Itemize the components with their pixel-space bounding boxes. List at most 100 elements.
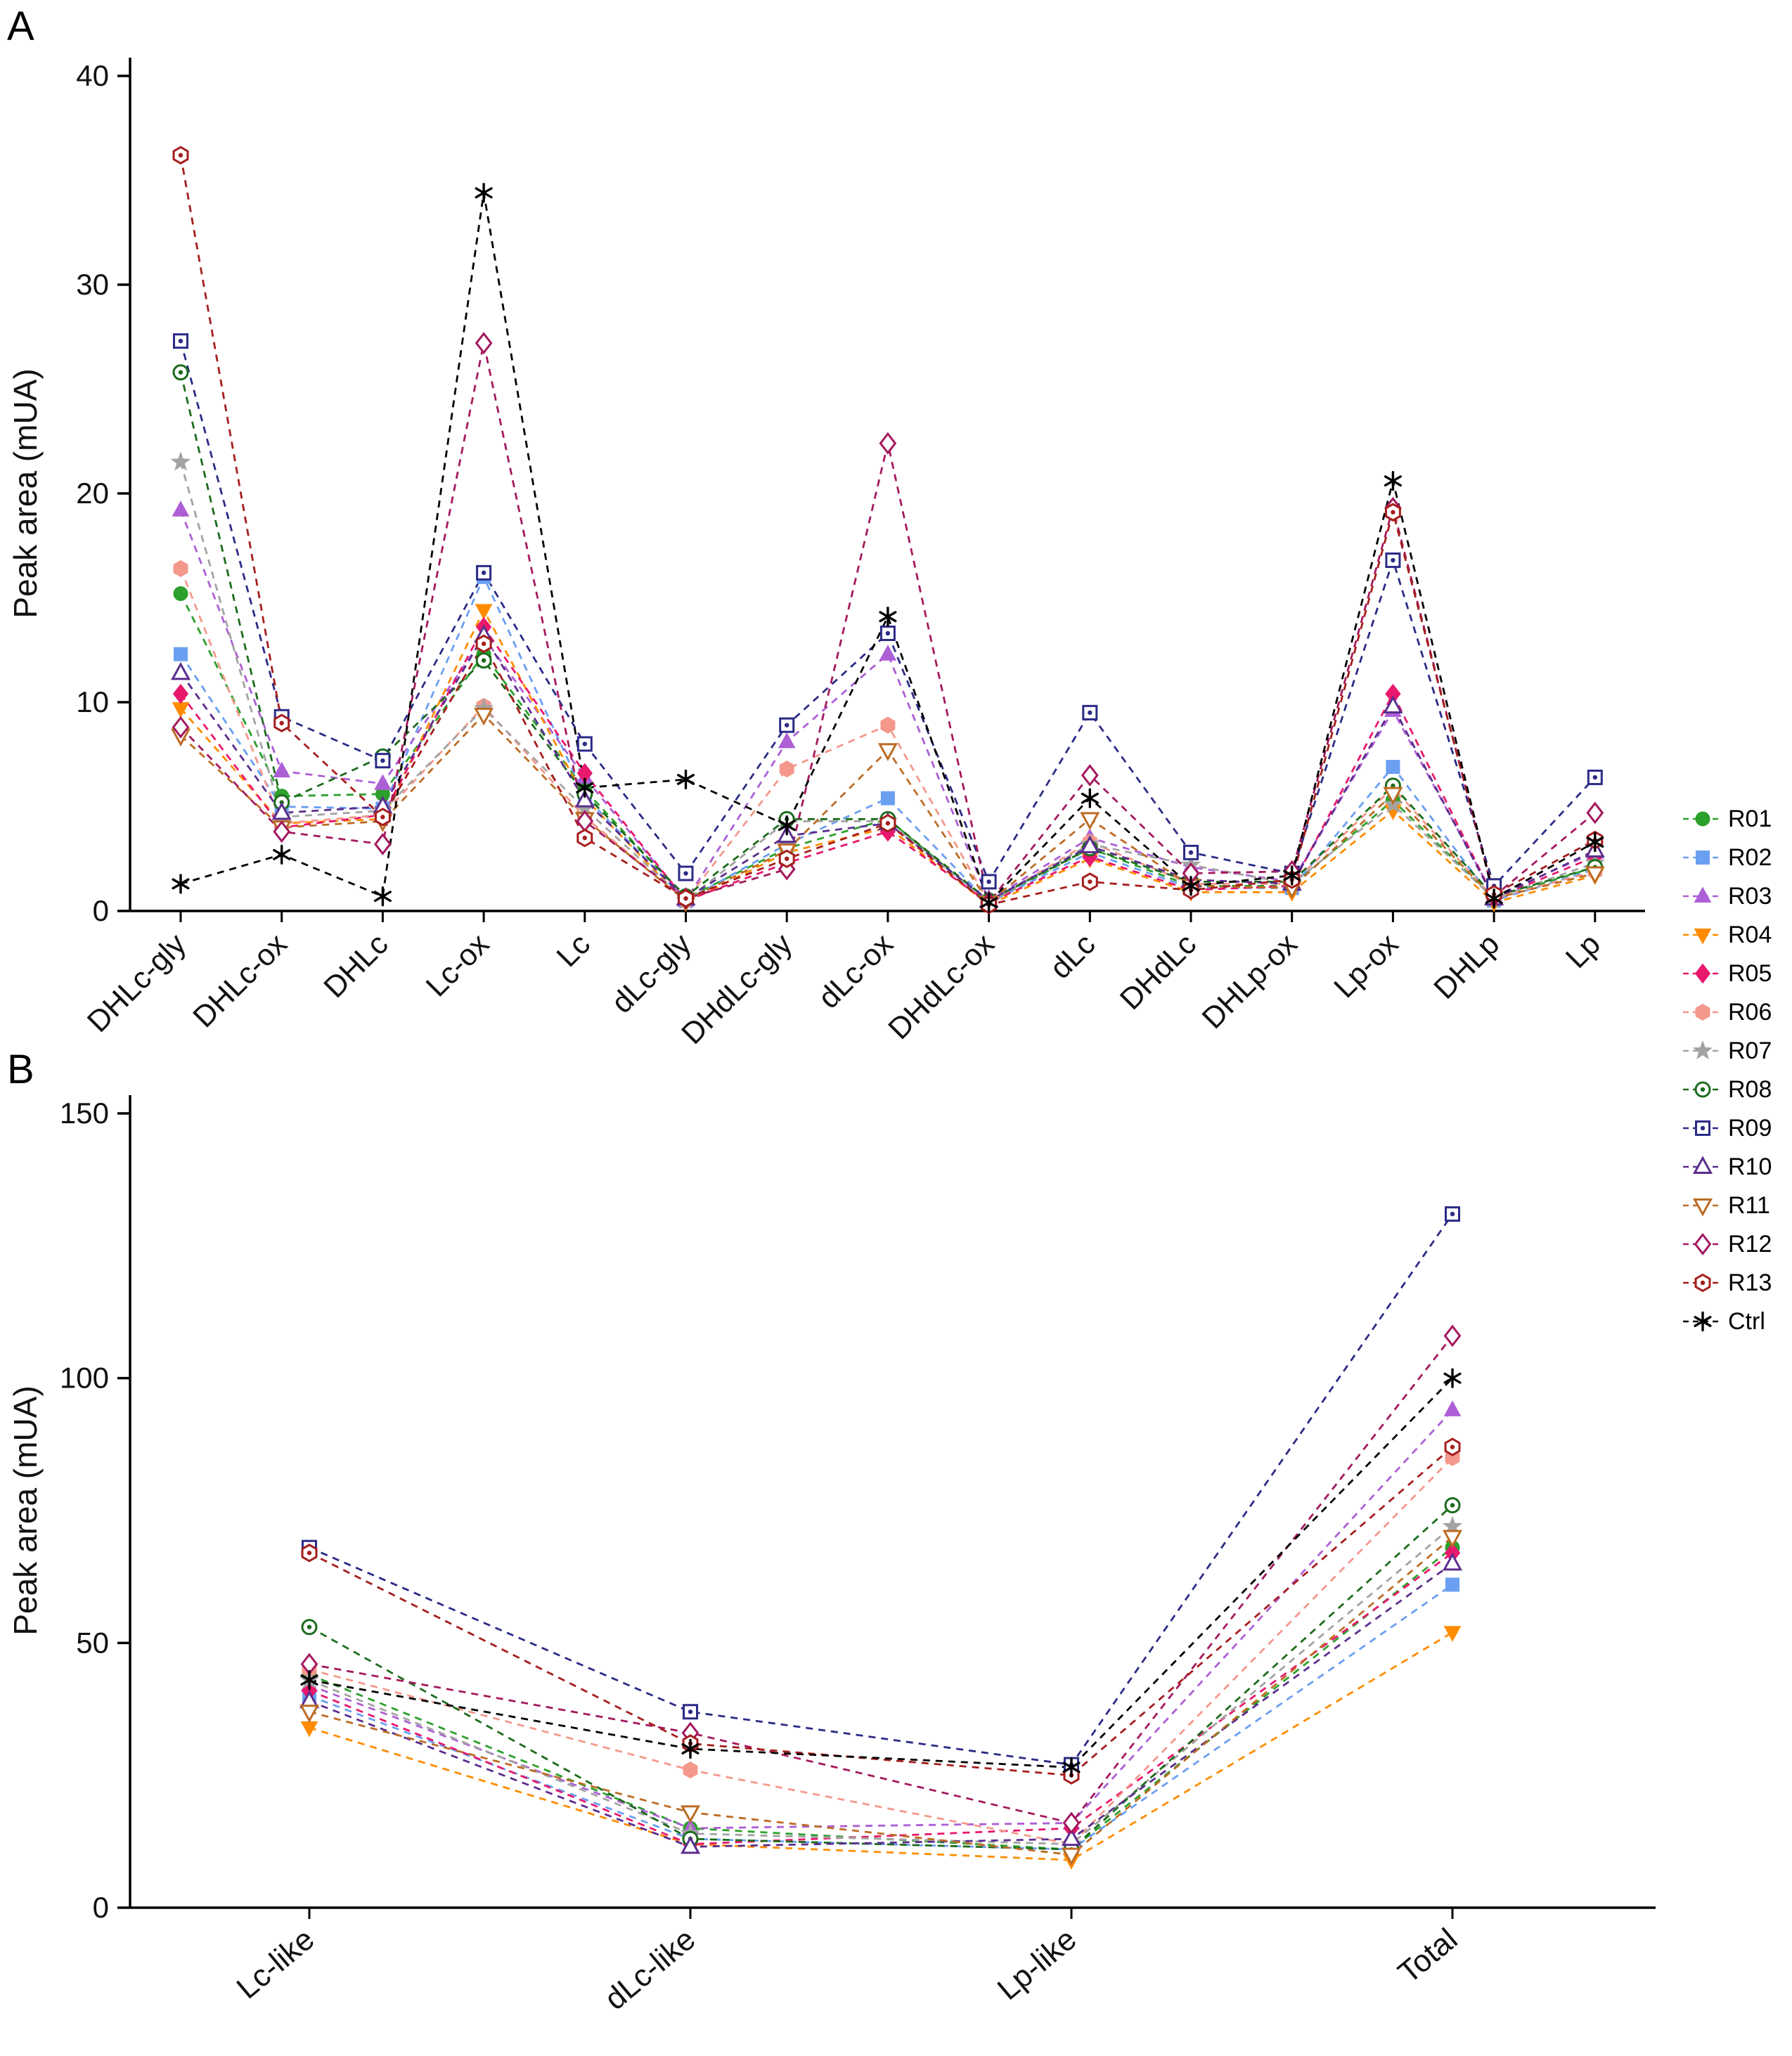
legend-label: Ctrl xyxy=(1728,1307,1765,1335)
svg-text:Total: Total xyxy=(1392,1922,1464,1990)
square-icon xyxy=(1683,1120,1722,1136)
legend-item-R05: R05 xyxy=(1682,960,1772,987)
series-R08-markers xyxy=(301,1496,1461,1858)
svg-text:DHLc-ox: DHLc-ox xyxy=(187,927,295,1035)
series-R08-line xyxy=(309,1504,1453,1851)
series-Ctrl-line xyxy=(180,193,1596,905)
legend-item-R10: R10 xyxy=(1682,1153,1772,1180)
svg-text:dLc: dLc xyxy=(1043,927,1102,985)
legend-label: R10 xyxy=(1728,1153,1772,1180)
legend-item-R08: R08 xyxy=(1682,1076,1772,1103)
svg-text:30: 30 xyxy=(76,268,109,301)
legend-item-R06: R06 xyxy=(1682,999,1772,1026)
legend-label: R04 xyxy=(1728,921,1772,948)
legend-item-R03: R03 xyxy=(1682,883,1772,910)
series-R09-line xyxy=(179,340,1596,888)
hexagon-icon xyxy=(1683,1273,1722,1293)
legend-item-R09: R09 xyxy=(1682,1115,1772,1142)
legend-item-R04: R04 xyxy=(1682,922,1772,948)
axes: 0 50 100 150 Lc-like dLc-like Lp-like Total Peak… xyxy=(7,1095,1656,2017)
triangle-up-icon xyxy=(1683,886,1722,903)
series-R05-line xyxy=(309,1552,1453,1846)
legend: R01 R02 R03 R04 R05 R06 R07 R08 R09 R10 R11 R12 R13 C… xyxy=(1682,806,1772,1347)
series-Ctrl-markers xyxy=(172,183,1604,913)
series-R01-markers xyxy=(302,1540,1460,1857)
legend-item-R01: R01 xyxy=(1682,806,1772,832)
legend-label: R03 xyxy=(1728,882,1772,910)
panel-a-label: A xyxy=(7,4,34,49)
legend-label: R13 xyxy=(1728,1269,1772,1296)
legend-item-R12: R12 xyxy=(1682,1231,1772,1257)
chart-b: 0 50 100 150 Lc-like dLc-like Lp-like Total Peak… xyxy=(7,1095,1656,2017)
svg-text:dLc-like: dLc-like xyxy=(598,1922,702,2017)
triangle-down-icon xyxy=(1683,1198,1722,1217)
series-R04-line xyxy=(309,1631,1453,1861)
series-R02-line xyxy=(179,574,1596,904)
svg-text:150: 150 xyxy=(60,1097,109,1130)
legend-label: R08 xyxy=(1728,1075,1772,1103)
series-R03-line xyxy=(179,510,1596,903)
panel-b-label: B xyxy=(7,1047,34,1092)
series-R03-line xyxy=(309,1409,1454,1830)
series-R11-markers xyxy=(299,1530,1463,1866)
legend-label: R06 xyxy=(1728,998,1772,1026)
svg-text:Lc: Lc xyxy=(550,927,597,974)
series-R09-markers xyxy=(173,333,1603,894)
svg-text:Lc-like: Lc-like xyxy=(231,1922,321,2005)
svg-text:20: 20 xyxy=(76,477,109,510)
svg-text:dLc-gly: dLc-gly xyxy=(605,927,698,1020)
svg-text:Lp: Lp xyxy=(1559,927,1607,975)
series-R10-line xyxy=(309,1563,1453,1848)
series-R09-markers xyxy=(302,1206,1460,1773)
svg-text:Peak area (mUA): Peak area (mUA) xyxy=(7,368,44,618)
hexagon-icon xyxy=(1683,1003,1722,1021)
svg-text:DHLp: DHLp xyxy=(1427,927,1506,1006)
svg-text:50: 50 xyxy=(76,1626,109,1659)
legend-item-Ctrl: Ctrl xyxy=(1682,1308,1772,1335)
series-Ctrl-markers xyxy=(300,1368,1462,1778)
series-R02-line xyxy=(309,1584,1453,1851)
series-R06-markers xyxy=(302,1449,1460,1853)
legend-label: R07 xyxy=(1728,1037,1772,1064)
series-R11-line xyxy=(309,1536,1453,1856)
legend-item-R07: R07 xyxy=(1682,1037,1772,1064)
series-Ctrl-line xyxy=(309,1377,1454,1769)
diamond-icon xyxy=(1683,1233,1722,1255)
svg-text:Lc-ox: Lc-ox xyxy=(420,927,496,1004)
legend-item-R02: R02 xyxy=(1682,844,1772,871)
series-R09-line xyxy=(309,1213,1454,1766)
series-R04-line xyxy=(179,608,1596,906)
square-icon xyxy=(1683,851,1722,865)
series-R07-line xyxy=(179,462,1596,904)
legend-item-R13: R13 xyxy=(1682,1269,1772,1296)
svg-text:DHLc: DHLc xyxy=(317,927,394,1004)
series-R13-line xyxy=(179,155,1596,906)
svg-text:dLc-ox: dLc-ox xyxy=(812,927,901,1016)
legend-label: R12 xyxy=(1728,1230,1772,1257)
legend-label: R02 xyxy=(1728,843,1772,871)
svg-text:DHdLc: DHdLc xyxy=(1114,927,1203,1016)
triangle-down-icon xyxy=(1683,929,1722,945)
series-R06-line xyxy=(309,1456,1453,1846)
legend-item-R11: R11 xyxy=(1682,1192,1772,1219)
svg-text:DHLp-ox: DHLp-ox xyxy=(1196,927,1304,1035)
legend-label: R09 xyxy=(1728,1114,1772,1142)
series-R13-markers xyxy=(172,146,1604,914)
series-R10-line xyxy=(179,633,1596,902)
series-R12-line xyxy=(309,1335,1454,1825)
svg-text:0: 0 xyxy=(93,894,109,927)
circle-icon xyxy=(1683,811,1722,827)
legend-label: R01 xyxy=(1728,805,1772,832)
svg-text:Lp-ox: Lp-ox xyxy=(1327,927,1405,1004)
series-R05-line xyxy=(179,625,1596,904)
star-icon xyxy=(1683,1040,1722,1060)
triangle-up-icon xyxy=(1683,1156,1722,1174)
svg-text:40: 40 xyxy=(76,59,109,92)
svg-text:100: 100 xyxy=(60,1362,109,1395)
legend-label: R05 xyxy=(1728,959,1772,987)
svg-text:Lp-like: Lp-like xyxy=(991,1922,1083,2007)
series-R07-line xyxy=(309,1525,1453,1846)
series-R07-markers xyxy=(299,1515,1463,1853)
